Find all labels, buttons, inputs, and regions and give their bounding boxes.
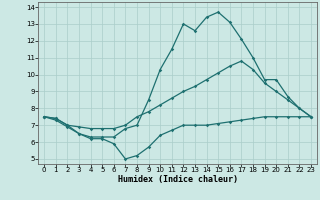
X-axis label: Humidex (Indice chaleur): Humidex (Indice chaleur) xyxy=(118,175,238,184)
